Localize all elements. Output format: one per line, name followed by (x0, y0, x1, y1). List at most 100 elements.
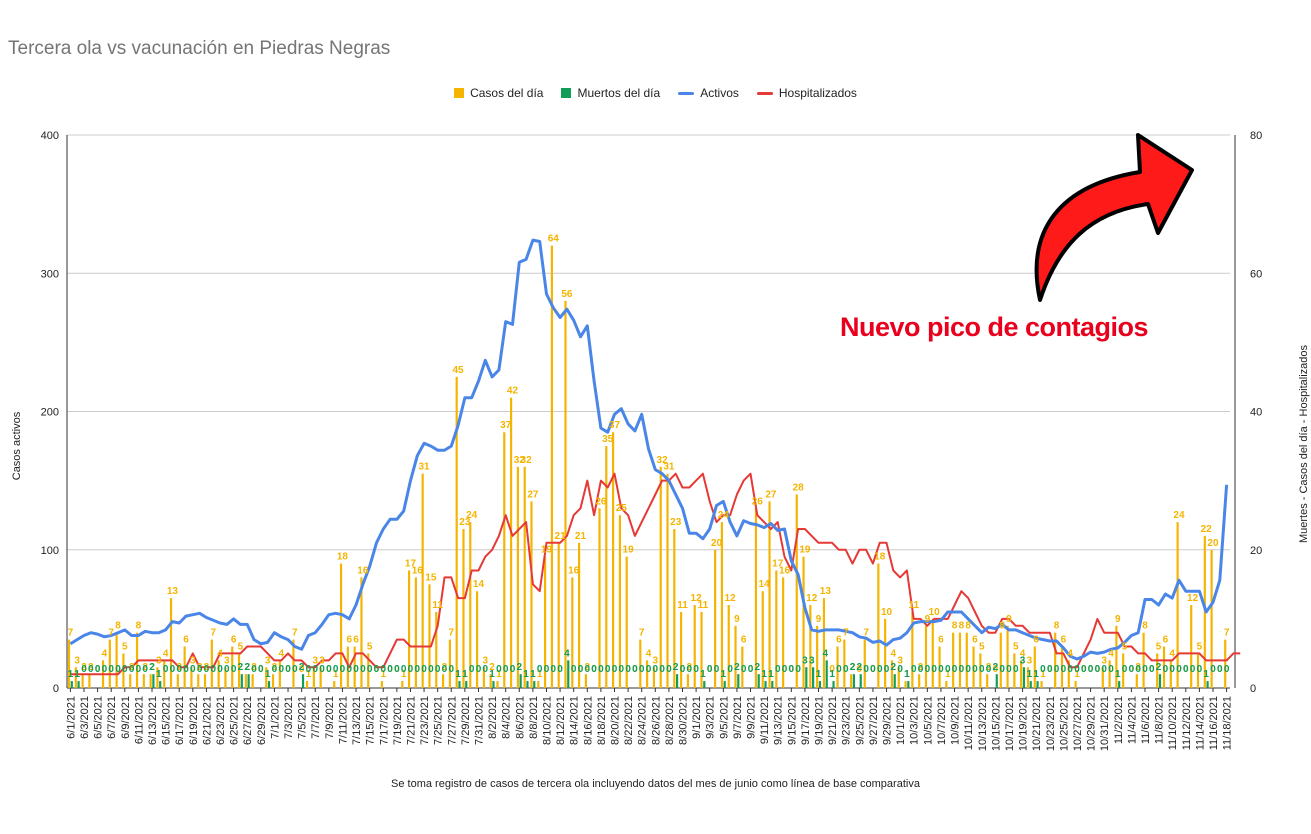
bar-casos (319, 667, 322, 688)
data-label-casos: 0 (1047, 664, 1053, 675)
legend-item-activos[interactable]: Activos (678, 86, 739, 100)
data-label-muertos: 0 (1197, 664, 1203, 675)
bar-casos (836, 646, 839, 688)
bar-muertos (1036, 681, 1039, 688)
data-label-casos: 0 (707, 664, 713, 675)
bar-casos (564, 300, 567, 688)
x-tick-label: 6/19/2021 (188, 696, 200, 745)
legend-item-casos[interactable]: Casos del día (454, 86, 543, 100)
data-label-casos: 7 (292, 628, 298, 639)
data-label-casos: 1 (537, 669, 543, 680)
x-tick-label: 6/11/2021 (133, 696, 145, 744)
data-label-casos: 3 (312, 655, 318, 666)
y-tick-label-right: 40 (1250, 407, 1262, 419)
data-label-casos: 0 (1149, 664, 1155, 675)
bar-muertos (893, 674, 896, 688)
data-label-muertos: 2 (1156, 662, 1162, 673)
data-label-muertos: 0 (952, 664, 958, 675)
data-label-casos: 7 (108, 628, 114, 639)
bar-casos (931, 618, 934, 688)
bar-casos (1013, 653, 1016, 688)
bar-casos (680, 611, 683, 688)
data-label-muertos: 0 (292, 664, 298, 675)
data-label-muertos: 0 (557, 664, 563, 675)
data-label-muertos: 0 (544, 664, 550, 675)
data-label-muertos: 0 (1176, 664, 1182, 675)
x-tick-label: 10/7/2021 (936, 696, 948, 745)
annotation-text: Nuevo pico de contagios (840, 312, 1149, 342)
data-label-muertos: 0 (1163, 664, 1169, 675)
bar-casos (1006, 625, 1009, 688)
data-label-muertos: 0 (1149, 664, 1155, 675)
bar-casos (401, 681, 404, 688)
data-label-casos: 9 (1115, 614, 1121, 625)
data-label-muertos: 0 (1013, 664, 1019, 675)
bar-muertos (805, 667, 808, 688)
x-tick-label: 6/13/2021 (147, 696, 159, 745)
data-label-casos: 0 (1183, 664, 1189, 675)
data-label-casos: 0 (394, 664, 400, 675)
data-label-casos: 0 (1081, 664, 1087, 675)
data-label-muertos: 0 (476, 664, 482, 675)
x-tick-label: 6/23/2021 (215, 696, 227, 745)
bar-casos (278, 660, 281, 688)
data-label-muertos: 0 (1217, 664, 1223, 675)
x-tick-label: 8/14/2021 (569, 696, 581, 745)
data-label-muertos: 1 (904, 669, 910, 680)
bar-casos (1135, 674, 1138, 688)
data-label-muertos: 0 (503, 664, 509, 675)
data-label-muertos: 1 (1027, 669, 1033, 680)
bar-casos (305, 681, 309, 688)
data-label-casos: 2 (149, 662, 155, 673)
data-label-muertos: 0 (551, 664, 557, 675)
x-tick-label: 9/23/2021 (841, 696, 853, 745)
data-label-muertos: 0 (387, 664, 393, 675)
x-tick-label: 7/29/2021 (460, 696, 472, 745)
x-tick-label: 6/17/2021 (174, 696, 186, 745)
data-label-casos: 1 (306, 669, 312, 680)
data-label-muertos: 1 (829, 669, 835, 680)
x-tick-label: 7/31/2021 (474, 696, 486, 745)
bar-casos (544, 556, 547, 688)
data-label-casos: 6 (1061, 635, 1067, 646)
data-label-casos: 5 (1156, 641, 1162, 652)
data-label-casos: 1 (496, 669, 502, 680)
data-label-muertos: 0 (653, 664, 659, 675)
x-tick-label: 9/17/2021 (800, 696, 812, 745)
data-label-muertos: 0 (367, 664, 373, 675)
bar-casos (673, 529, 676, 688)
x-tick-label: 7/15/2021 (365, 696, 377, 745)
legend-swatch-activos (678, 91, 695, 95)
data-label-muertos: 0 (231, 664, 237, 675)
bar-casos (822, 598, 826, 688)
data-label-casos: 4 (1067, 648, 1073, 659)
data-label-casos: 7 (448, 628, 454, 639)
bar-muertos (825, 660, 828, 688)
data-label-muertos: 0 (605, 664, 611, 675)
bar-casos (850, 674, 853, 688)
legend-label-activos: Activos (700, 86, 739, 100)
data-label-casos: 8 (999, 621, 1005, 632)
data-label-casos: 0 (326, 664, 332, 675)
x-tick-label: 6/29/2021 (256, 696, 268, 745)
data-label-casos: 2 (442, 662, 448, 673)
legend-item-hospitalizados[interactable]: Hospitalizados (756, 86, 857, 100)
data-label-casos: 20 (1207, 538, 1219, 549)
data-label-casos: 0 (870, 664, 876, 675)
data-label-muertos: 0 (115, 664, 121, 675)
x-tick-label: 6/7/2021 (106, 696, 118, 739)
x-tick-label: 9/7/2021 (732, 696, 744, 739)
data-label-casos: 6 (231, 635, 237, 646)
data-label-casos: 13 (167, 586, 179, 597)
data-label-casos: 7 (843, 628, 849, 639)
x-tick-label: 8/16/2021 (582, 696, 594, 745)
x-tick-label: 8/22/2021 (623, 696, 635, 745)
data-label-muertos: 0 (707, 664, 713, 675)
data-label-casos: 0 (591, 664, 597, 675)
y-tick-label-left: 100 (41, 545, 59, 557)
bar-casos (1101, 667, 1104, 688)
x-tick-label: 10/13/2021 (977, 696, 989, 751)
legend-item-muertos[interactable]: Muertos del día (561, 86, 660, 100)
data-label-muertos: 4 (823, 648, 829, 659)
bar-casos (571, 577, 574, 688)
